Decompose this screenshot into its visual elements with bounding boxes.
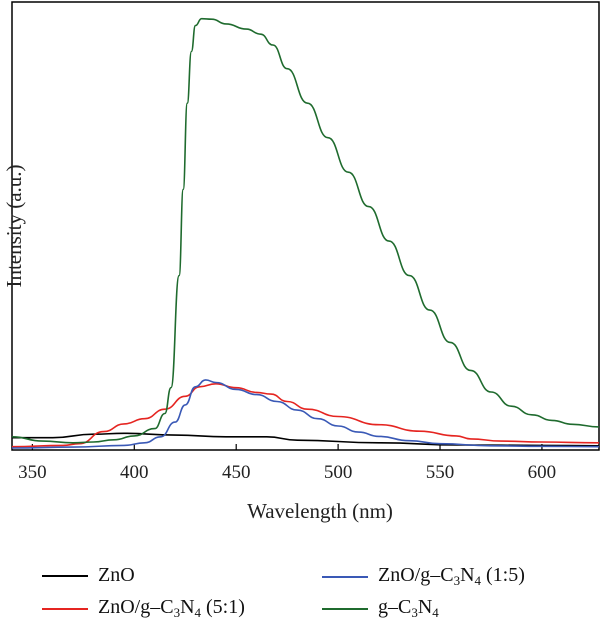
x-tick-label-450: 450 xyxy=(222,462,251,483)
series-line-2 xyxy=(11,379,600,449)
y-axis-label: Intensity (a.u.) xyxy=(2,164,26,287)
series-line-1 xyxy=(11,383,600,448)
x-tick-label-600: 600 xyxy=(528,462,557,483)
x-tick-label-500: 500 xyxy=(324,462,353,483)
plot-frame xyxy=(11,1,600,451)
x-tick-label-400: 400 xyxy=(120,462,149,483)
series-line-3 xyxy=(11,17,600,444)
plot-lines xyxy=(11,17,600,449)
x-axis-label: Wavelength (nm) xyxy=(247,499,393,523)
series-line-0 xyxy=(11,432,600,447)
x-axis-ticks: 350 400 450 500 550 600 xyxy=(18,444,556,483)
x-tick-label-550: 550 xyxy=(426,462,455,483)
x-tick-label-350: 350 xyxy=(18,462,47,483)
